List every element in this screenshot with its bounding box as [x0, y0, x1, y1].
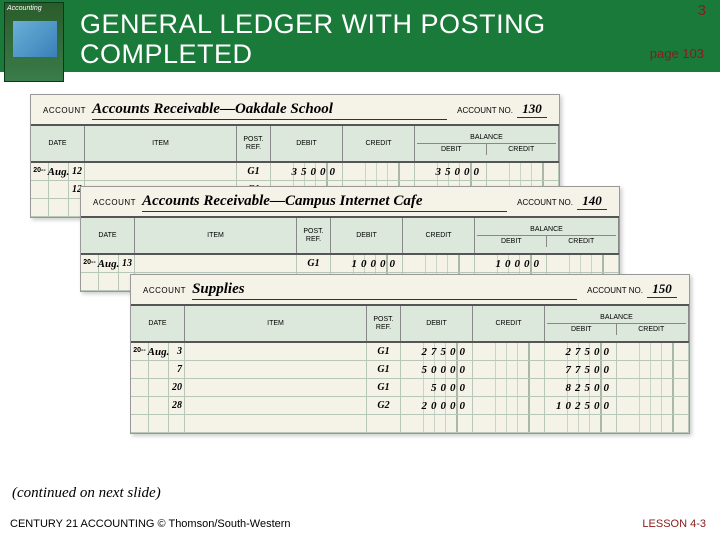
ledger-stack: ACCOUNT Accounts Receivable—Oakdale Scho…	[30, 94, 690, 474]
ledger-row: 20-- Aug. 13 G1 10000 10000	[81, 255, 619, 273]
column-headers: DATE ITEM POST. REF. DEBIT CREDIT BALANC…	[131, 304, 689, 343]
slide-number: 3	[698, 2, 706, 19]
ledger-row-empty	[131, 415, 689, 433]
column-headers: DATE ITEM POST. REF. DEBIT CREDIT BALANC…	[81, 216, 619, 255]
page-reference: page 103	[650, 46, 704, 61]
copyright-footer: CENTURY 21 ACCOUNTING © Thomson/South-We…	[10, 518, 291, 530]
ledger-header: ACCOUNT Accounts Receivable—Oakdale Scho…	[31, 95, 559, 124]
book-label: Accounting	[7, 5, 42, 12]
ledger-row: 20-- Aug. 12 G1 35000 35000	[31, 163, 559, 181]
slide-header: Accounting GENERAL LEDGER WITH POSTING C…	[0, 0, 720, 72]
ledger-header: ACCOUNT Accounts Receivable—Campus Inter…	[81, 187, 619, 216]
continued-note: (continued on next slide)	[12, 485, 161, 502]
slide-title: GENERAL LEDGER WITH POSTING COMPLETED	[80, 10, 546, 69]
ledger-row: 7 G1 50000 77500	[131, 361, 689, 379]
ledger-row: 20-- Aug. 3 G1 27500 27500	[131, 343, 689, 361]
ledger-row: 28 G2 20000 102500	[131, 397, 689, 415]
ledger-card: ACCOUNT Supplies ACCOUNT NO. 150 DATE IT…	[130, 274, 690, 434]
book-cover: Accounting	[4, 2, 64, 82]
column-headers: DATE ITEM POST. REF. DEBIT CREDIT BALANC…	[31, 124, 559, 163]
ledger-row: 20 G1 5000 82500	[131, 379, 689, 397]
lesson-label: LESSON 4-3	[642, 518, 706, 530]
ledger-header: ACCOUNT Supplies ACCOUNT NO. 150	[131, 275, 689, 304]
